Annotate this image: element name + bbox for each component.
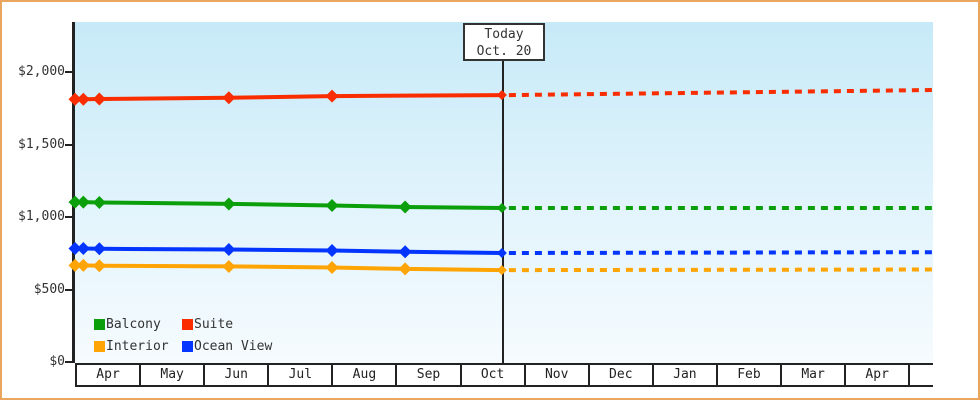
y-tick-label: $2,000 [18, 64, 65, 79]
month-cell: Dec [587, 365, 652, 385]
month-cell: May [139, 365, 203, 385]
today-marker-title: Today [484, 27, 524, 42]
y-tick [65, 71, 73, 73]
month-cell: Apr [75, 365, 139, 385]
legend: Balcony Suite Interior Ocean View [94, 313, 272, 357]
legend-item-ocean-view: Ocean View [182, 335, 272, 357]
legend-item-interior: Interior [94, 335, 182, 357]
month-cell: Nov [523, 365, 588, 385]
month-cell: Jan [651, 365, 716, 385]
today-marker-date: Oct. 20 [476, 44, 532, 59]
plot-area [75, 22, 933, 363]
y-tick [65, 143, 73, 146]
y-tick-label: $500 [33, 281, 65, 297]
month-cell-empty [908, 365, 933, 385]
month-cell: Oct [459, 365, 524, 385]
today-line [502, 60, 504, 363]
month-cell: Sep [395, 365, 459, 385]
y-tick-label: $1,500 [18, 136, 65, 152]
suite-color-swatch [182, 318, 193, 330]
legend-item-balcony: Balcony [94, 313, 182, 335]
x-axis: Apr May Jun Jul Aug Sep Oct Nov Dec Jan … [75, 363, 933, 387]
legend-label: Balcony [106, 316, 161, 332]
interior-color-swatch [94, 340, 105, 352]
month-cell: Jun [203, 365, 267, 385]
legend-label: Ocean View [194, 338, 273, 354]
balcony-color-swatch [94, 318, 105, 330]
legend-row: Interior Ocean View [94, 335, 272, 357]
y-axis [72, 22, 75, 363]
y-tick [65, 288, 73, 291]
legend-row: Balcony Suite [94, 313, 272, 335]
month-cell: Jul [267, 365, 331, 385]
month-cell: Mar [780, 365, 844, 385]
y-tick-label: $0 [49, 354, 65, 369]
month-cell: Feb [715, 365, 780, 385]
legend-item-suite: Suite [182, 313, 233, 335]
month-cell: Apr [844, 365, 908, 385]
ocean-view-color-swatch [182, 340, 193, 352]
y-tick-label: $1,000 [18, 209, 65, 224]
legend-label: Suite [194, 316, 234, 332]
y-tick [65, 361, 73, 363]
legend-label: Interior [106, 338, 169, 354]
y-tick [65, 216, 73, 218]
today-marker: Today Oct. 20 [463, 23, 545, 61]
month-cell: Aug [331, 365, 395, 385]
